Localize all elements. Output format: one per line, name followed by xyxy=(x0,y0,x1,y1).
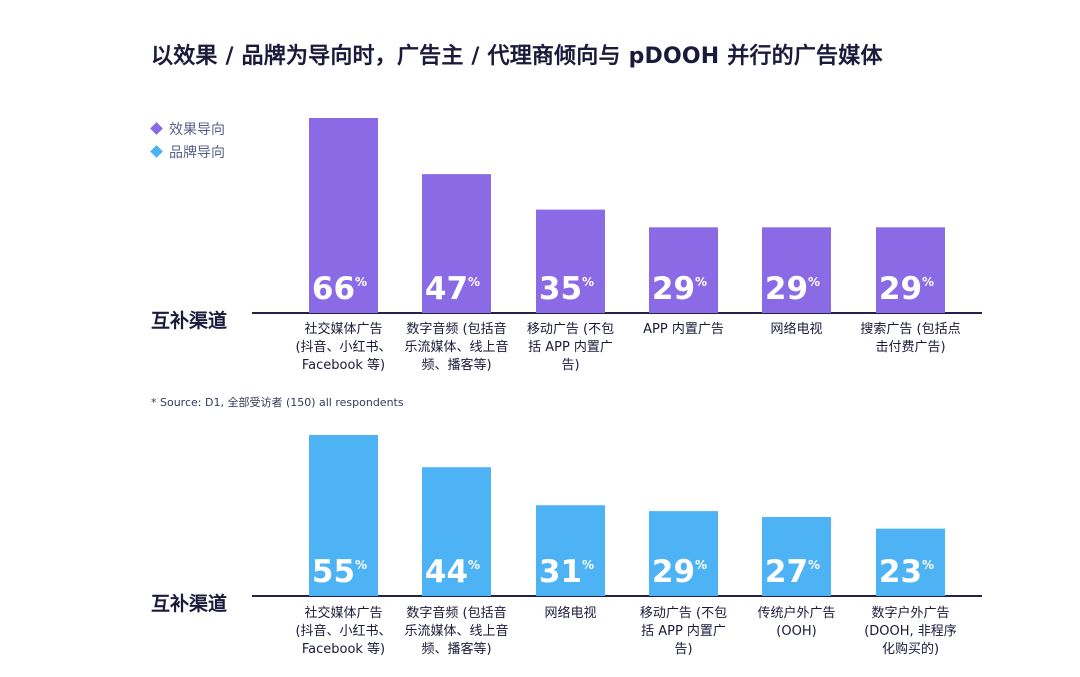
category-label: 乐流媒体、线上音 xyxy=(404,623,508,639)
bar-value-suffix: % xyxy=(582,275,594,289)
legend-item-performance: 效果导向 xyxy=(150,117,225,140)
category-label: 括 APP 内置广 xyxy=(528,339,613,355)
legend: 效果导向 品牌导向 xyxy=(150,117,225,163)
category-label: 移动广告 (不包 xyxy=(640,606,727,621)
bar xyxy=(422,174,491,313)
category-label: 频、播客等) xyxy=(421,357,491,373)
bar-value-suffix: % xyxy=(355,558,367,572)
bar xyxy=(536,505,605,596)
y-axis-label: 互补渠道 xyxy=(151,592,227,615)
category-label: 传统户外广告 xyxy=(757,605,835,621)
category-label: (抖音、小红书、 xyxy=(295,339,391,355)
bar xyxy=(309,435,378,596)
bar xyxy=(309,118,378,313)
bar-value-suffix: % xyxy=(922,275,934,289)
bar xyxy=(876,227,945,313)
bar-value-suffix: % xyxy=(468,558,480,572)
category-label: (抖音、小红书、 xyxy=(295,623,391,639)
bar-value-suffix: % xyxy=(468,275,480,289)
category-label: 网络电视 xyxy=(770,321,822,337)
category-label: 搜索广告 (包括点 xyxy=(860,322,960,337)
category-label: 告) xyxy=(561,358,579,373)
source-note: * Source: D1, 全部受访者 (150) all respondent… xyxy=(151,396,404,409)
category-label: 数字户外广告 xyxy=(871,605,949,621)
category-label: (OOH) xyxy=(776,624,816,639)
category-label: APP 内置广告 xyxy=(643,321,724,337)
bar xyxy=(649,511,718,596)
category-label: 击付费广告) xyxy=(875,340,945,355)
bar-value-suffix: % xyxy=(808,558,820,572)
bar xyxy=(762,227,831,313)
legend-label-brand: 品牌导向 xyxy=(169,144,225,161)
legend-label-performance: 效果导向 xyxy=(169,121,225,138)
category-label: 告) xyxy=(674,642,692,657)
category-label: 移动广告 (不包 xyxy=(527,322,614,337)
bar-value-suffix: % xyxy=(695,275,707,289)
category-label: 社交媒体广告 xyxy=(304,321,382,337)
category-label: 化购买的) xyxy=(882,641,939,657)
legend-item-brand: 品牌导向 xyxy=(150,140,225,163)
category-label: Facebook 等) xyxy=(302,357,385,373)
y-axis-label: 互补渠道 xyxy=(151,309,227,332)
bar-value-suffix: % xyxy=(695,558,707,572)
category-label: 数字音频 (包括音 xyxy=(406,605,506,621)
bar xyxy=(422,467,491,596)
bar-value-suffix: % xyxy=(582,558,594,572)
category-label: 数字音频 (包括音 xyxy=(406,321,506,337)
bar-value-suffix: % xyxy=(922,558,934,572)
bar xyxy=(536,209,605,313)
category-label: 乐流媒体、线上音 xyxy=(404,339,508,355)
category-label: Facebook 等) xyxy=(302,641,385,657)
category-label: 社交媒体广告 xyxy=(304,605,382,621)
bar-value-label: 47% xyxy=(425,271,480,307)
category-label: 网络电视 xyxy=(544,605,596,621)
bar-value-suffix: % xyxy=(355,275,367,289)
chart-title: 以效果 / 品牌为导向时，广告主 / 代理商倾向与 pDOOH 并行的广告媒体 xyxy=(151,44,883,69)
bar xyxy=(762,516,831,596)
category-label: 频、播客等) xyxy=(421,641,491,657)
category-label: 括 APP 内置广 xyxy=(641,623,726,639)
category-label: (DOOH, 非程序 xyxy=(864,624,957,639)
bar xyxy=(876,528,945,596)
bar-value-suffix: % xyxy=(808,275,820,289)
bar xyxy=(649,227,718,313)
